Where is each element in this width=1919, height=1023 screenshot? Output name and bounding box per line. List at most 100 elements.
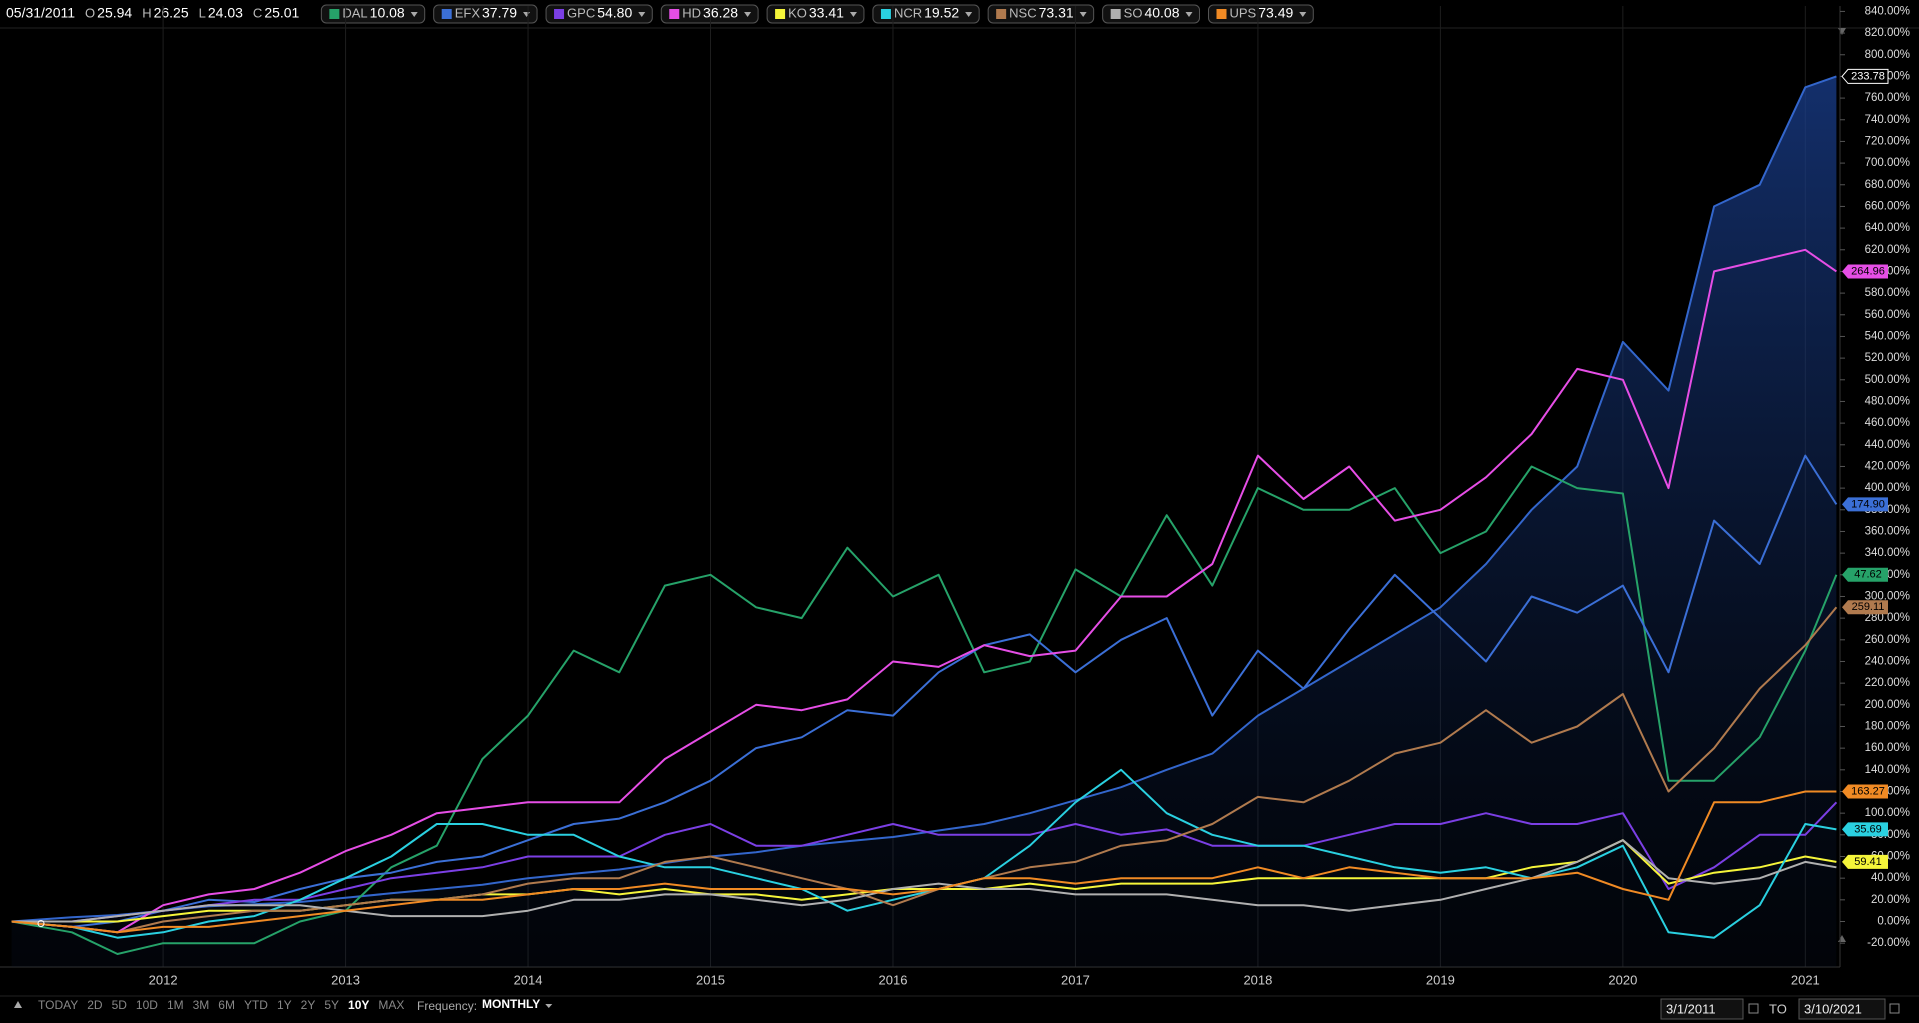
legend-name: DAL <box>342 5 367 20</box>
y-tick-label: 360.00% <box>1865 525 1910 537</box>
range-button[interactable]: 5Y <box>324 998 339 1012</box>
y-tick-label: 540.00% <box>1865 330 1910 342</box>
y-tick-label: 560.00% <box>1865 309 1910 321</box>
from-date: 3/1/2011 <box>1666 1001 1716 1016</box>
value-tag-label: 163.27 <box>1851 785 1885 797</box>
area <box>11 76 1837 967</box>
ohlc-label: L <box>199 5 206 20</box>
legend-swatch <box>1110 9 1121 19</box>
range-button[interactable]: TODAY <box>38 998 78 1012</box>
legend-dropdown[interactable] <box>1079 12 1087 17</box>
range-button[interactable]: 10D <box>136 998 158 1012</box>
legend-swatch <box>441 9 452 19</box>
range-button[interactable]: 10Y <box>348 998 369 1012</box>
series-line <box>11 454 1838 928</box>
y-tick-label: 260.00% <box>1865 634 1910 646</box>
y-tick-label: 720.00% <box>1865 135 1910 147</box>
frequency-label: Frequency: <box>417 999 477 1013</box>
frequency-value[interactable]: MONTHLY <box>482 997 540 1011</box>
legend-swatch <box>329 9 340 19</box>
legend-chip[interactable] <box>766 4 865 24</box>
y-tick-label: 220.00% <box>1865 677 1910 689</box>
calendar-icon[interactable] <box>1748 1003 1759 1014</box>
legend-dropdown[interactable] <box>849 12 857 17</box>
y-tick-label: 620.00% <box>1865 244 1910 256</box>
legend-price: 10.08 <box>370 5 405 21</box>
legend-chip[interactable] <box>320 4 426 24</box>
range-button[interactable]: 3M <box>193 998 210 1012</box>
y-tick-label: -20.00% <box>1867 937 1910 949</box>
legend-chip[interactable] <box>1208 4 1314 24</box>
range-button[interactable]: 6M <box>218 998 235 1012</box>
x-tick-label: 2015 <box>696 972 725 987</box>
legend-chip[interactable] <box>872 4 980 24</box>
legend-swatch <box>554 9 565 19</box>
y-tick-label: 480.00% <box>1865 395 1910 407</box>
legend-price: 73.31 <box>1039 5 1074 21</box>
value-tag-label: 233.78 <box>1851 70 1885 82</box>
series-line <box>11 839 1837 923</box>
y-tick-label: 340.00% <box>1865 547 1910 559</box>
value-tag <box>1841 68 1889 84</box>
legend-dropdown[interactable] <box>1185 12 1193 17</box>
series-line <box>11 801 1838 923</box>
legend-dropdown[interactable] <box>1299 12 1307 17</box>
calendar-icon[interactable] <box>1889 1003 1900 1014</box>
range-button[interactable]: 5D <box>112 998 128 1012</box>
x-tick-label: 2018 <box>1243 972 1272 987</box>
legend-price: 40.08 <box>1144 5 1179 21</box>
legend-name: UPS <box>1230 5 1257 20</box>
to-date-box[interactable] <box>1798 998 1886 1020</box>
from-date-box[interactable] <box>1660 998 1744 1020</box>
y-tick-label: 640.00% <box>1865 222 1910 234</box>
y-tick-label: 800.00% <box>1865 49 1910 61</box>
x-tick-label: 2013 <box>331 972 360 987</box>
range-button[interactable]: 1Y <box>277 998 292 1012</box>
legend-price: 36.28 <box>703 5 738 21</box>
range-button[interactable]: YTD <box>244 998 268 1012</box>
legend-name: KO <box>788 5 807 20</box>
legend-chip[interactable] <box>545 4 653 24</box>
legend-swatch <box>880 9 891 19</box>
y-tick-label: 520.00% <box>1865 352 1910 364</box>
frequency-dropdown[interactable] <box>545 1004 553 1008</box>
y-tick-label: 700.00% <box>1865 157 1910 169</box>
legend-name: SO <box>1124 5 1143 20</box>
value-tag <box>1842 567 1888 582</box>
value-tag <box>1842 264 1888 279</box>
legend-chip[interactable] <box>660 4 759 24</box>
y-tick-label: 140.00% <box>1865 764 1910 776</box>
ohlc-value: 24.03 <box>208 5 243 21</box>
legend-name: NCR <box>894 5 922 20</box>
legend-chip[interactable] <box>987 4 1095 24</box>
range-button[interactable]: 2D <box>87 998 103 1012</box>
collapse-arrow[interactable] <box>14 1001 22 1008</box>
legend-dropdown[interactable] <box>638 12 646 17</box>
legend-swatch <box>669 9 680 19</box>
range-button[interactable]: MAX <box>378 998 404 1012</box>
legend-dropdown[interactable] <box>744 12 752 17</box>
ohlc-value: 25.94 <box>97 5 132 21</box>
y-tick-label: 820.00% <box>1865 27 1910 39</box>
range-button[interactable]: 1M <box>167 998 184 1012</box>
range-button[interactable]: 2Y <box>301 998 316 1012</box>
value-tag <box>1842 497 1888 512</box>
legend-dropdown[interactable] <box>410 12 418 17</box>
series-line <box>11 790 1837 934</box>
x-tick-label: 2021 <box>1791 972 1820 987</box>
y-tick-label: 740.00% <box>1865 114 1910 126</box>
legend-price: 73.49 <box>1258 5 1293 21</box>
value-tag-label: 259.11 <box>1852 601 1885 613</box>
legend-chip[interactable] <box>433 4 538 24</box>
value-tag <box>1842 854 1888 869</box>
series-line <box>11 465 1838 955</box>
legend-chip[interactable] <box>1102 4 1200 24</box>
y-tick-label: 460.00% <box>1865 417 1910 429</box>
legend-price: 19.52 <box>924 5 959 21</box>
legend-dropdown[interactable] <box>965 12 973 17</box>
value-tag <box>1842 784 1888 799</box>
y-tick-label: 280.00% <box>1865 612 1910 624</box>
y-tick-label: 680.00% <box>1865 179 1910 191</box>
y-tick-label: 580.00% <box>1865 287 1910 299</box>
